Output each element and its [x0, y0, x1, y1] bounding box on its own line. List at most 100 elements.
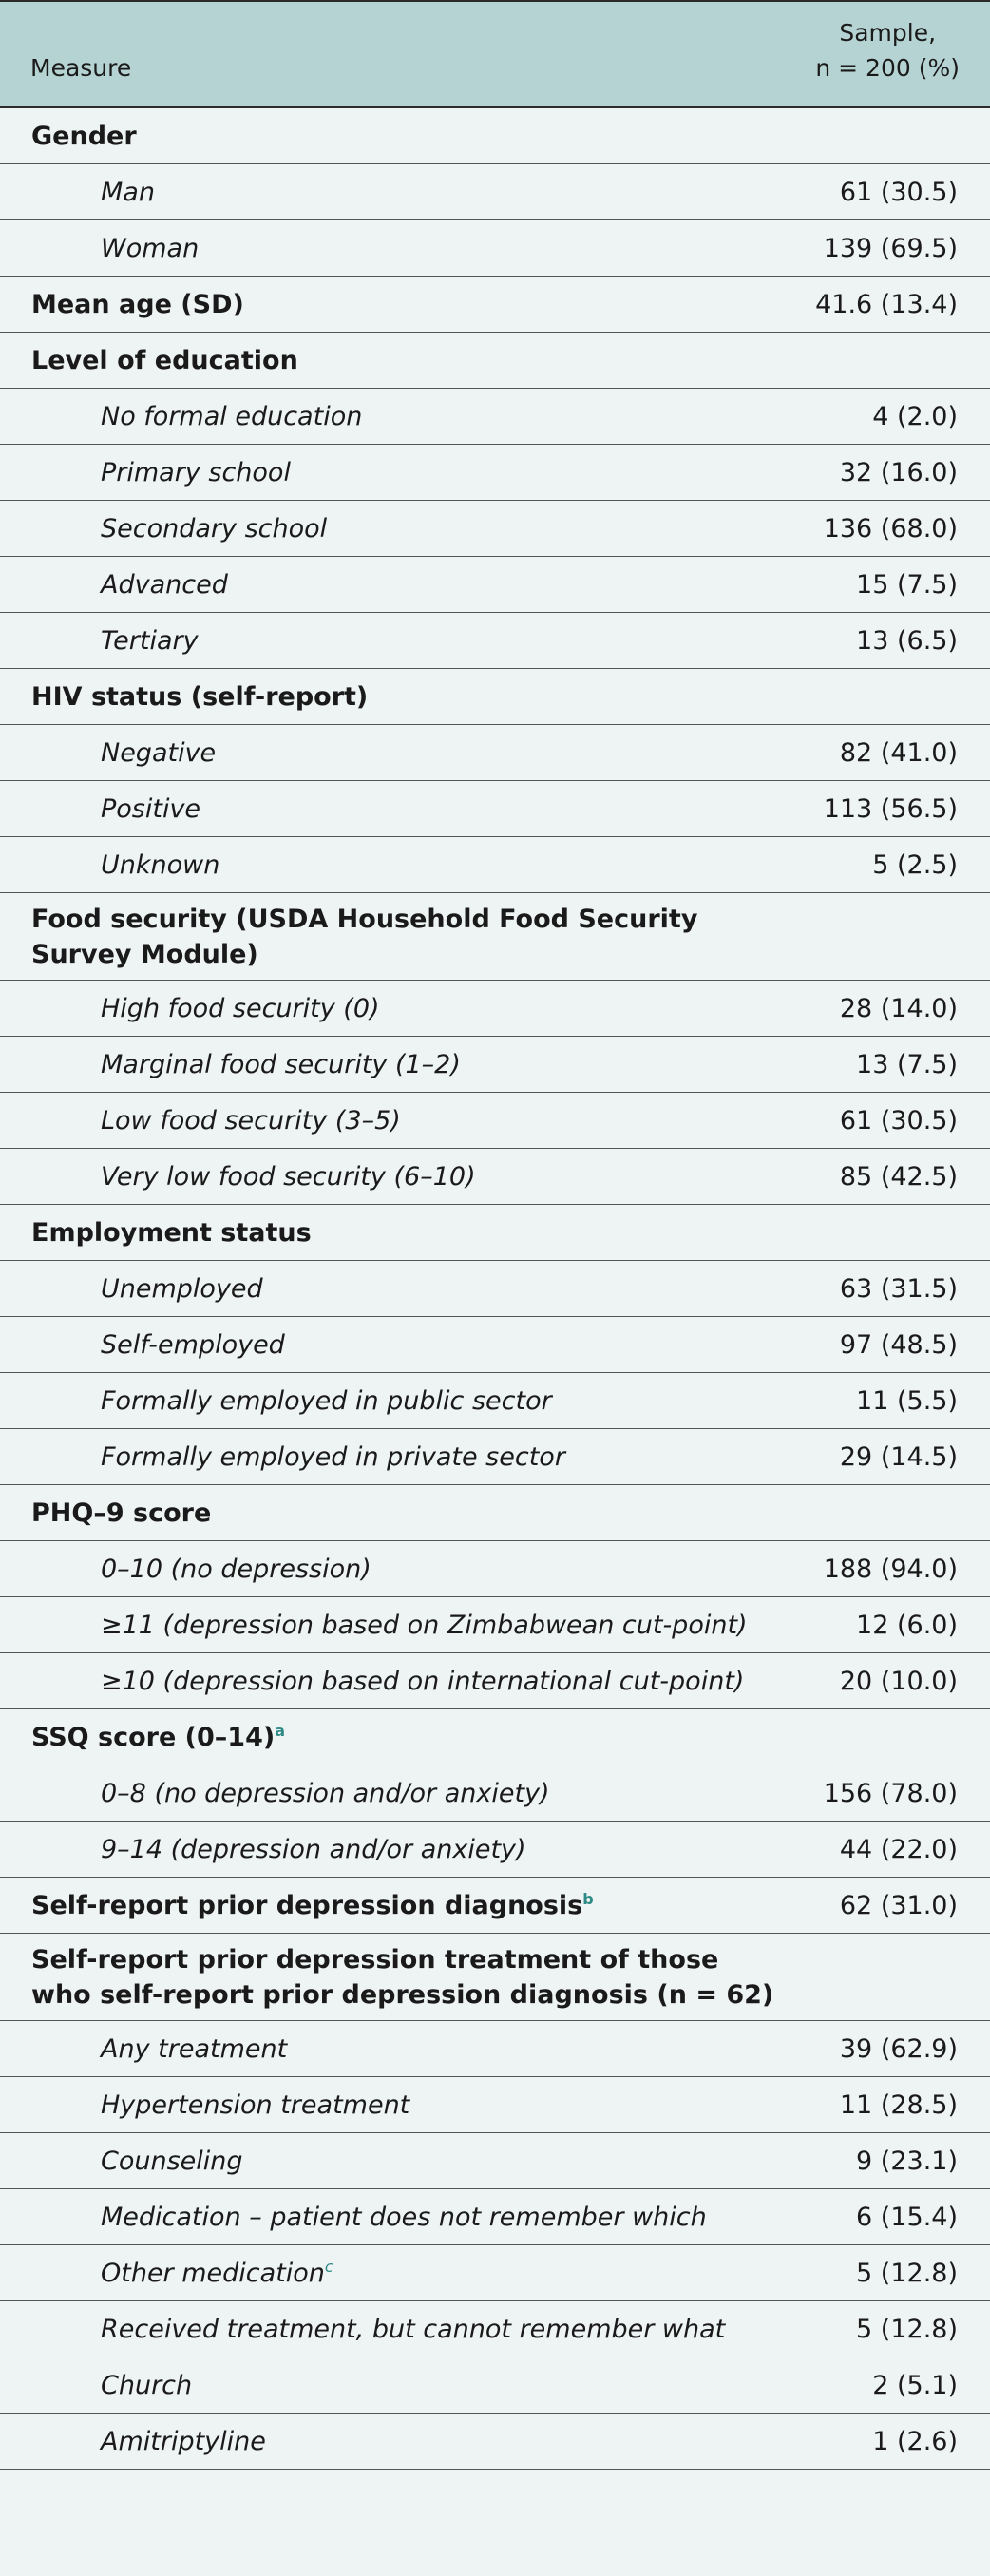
table-row: Low food security (3–5) 61 (30.5)	[0, 1093, 990, 1149]
category-row: Employment status	[0, 1205, 990, 1261]
footnote-marker: a	[275, 1721, 286, 1740]
category-row: Mean age (SD) 41.6 (13.4)	[0, 277, 990, 333]
category-row: SSQ score (0–14)a	[0, 1709, 990, 1765]
measure-column-header: Measure	[30, 54, 132, 82]
row-label: Very low food security (6–10)	[101, 1161, 476, 1192]
table-row: Church 2 (5.1)	[0, 2357, 990, 2414]
table-row: Primary school 32 (16.0)	[0, 445, 990, 501]
row-label: Any treatment	[101, 2033, 288, 2064]
row-label: SSQ score (0–14)a	[31, 1721, 286, 1752]
category-row: Level of education	[0, 333, 990, 389]
row-label: Medication – patient does not remember w…	[101, 2202, 707, 2232]
row-value: 6 (15.4)	[856, 2202, 958, 2232]
table-row: High food security (0) 28 (14.0)	[0, 981, 990, 1037]
table-row: Tertiary 13 (6.5)	[0, 613, 990, 669]
row-label: Primary school	[101, 457, 291, 487]
row-label: Received treatment, but cannot remember …	[101, 2314, 726, 2344]
row-label: Amitriptyline	[101, 2426, 266, 2456]
table-row: Marginal food security (1–2) 13 (7.5)	[0, 1037, 990, 1093]
row-label: ≥10 (depression based on international c…	[101, 1666, 745, 1696]
table-row: ≥10 (depression based on international c…	[0, 1653, 990, 1709]
row-label: High food security (0)	[101, 993, 380, 1023]
table-row: Positive 113 (56.5)	[0, 781, 990, 837]
table-row: Amitriptyline 1 (2.6)	[0, 2414, 990, 2470]
footnote-marker: b	[582, 1889, 594, 1908]
row-label: Self-report prior depression diagnosisb	[31, 1889, 594, 1920]
row-label: Secondary school	[101, 513, 328, 544]
row-value: 39 (62.9)	[839, 2033, 958, 2064]
table-row: Other medicationc 5 (12.8)	[0, 2245, 990, 2301]
demographics-table: Measure Sample, n = 200 (%) Gender Man 61 …	[0, 0, 990, 2470]
row-label: Man	[101, 177, 155, 207]
row-label: Self-employed	[101, 1329, 285, 1360]
sample-column-header: Sample, n = 200 (%)	[815, 15, 960, 86]
row-label: Self-report prior depression treatment o…	[31, 1944, 774, 2010]
row-label: Unknown	[101, 849, 220, 880]
row-label: Tertiary	[101, 625, 199, 656]
row-value: 9 (23.1)	[856, 2146, 958, 2176]
row-value: 29 (14.5)	[839, 1441, 958, 1472]
row-value: 1 (2.6)	[872, 2426, 958, 2456]
table-row: Negative 82 (41.0)	[0, 725, 990, 781]
row-label: No formal education	[101, 401, 363, 431]
table-row: Counseling 9 (23.1)	[0, 2133, 990, 2189]
row-label: Formally employed in private sector	[101, 1441, 565, 1472]
sample-header-line2: n = 200 (%)	[815, 54, 960, 82]
row-value: 12 (6.0)	[856, 1610, 958, 1640]
table-row: No formal education 4 (2.0)	[0, 389, 990, 445]
row-label: Other medicationc	[101, 2257, 333, 2288]
row-value: 5 (12.8)	[856, 2258, 958, 2288]
row-label: Employment status	[31, 1217, 312, 1248]
row-label: 9–14 (depression and/or anxiety)	[101, 1834, 526, 1864]
table-row: Received treatment, but cannot remember …	[0, 2301, 990, 2357]
table-row: Self-employed 97 (48.5)	[0, 1317, 990, 1373]
table-row: Secondary school 136 (68.0)	[0, 501, 990, 557]
row-value: 2 (5.1)	[872, 2370, 958, 2400]
row-label: Low food security (3–5)	[101, 1105, 401, 1135]
row-value: 41.6 (13.4)	[815, 289, 958, 319]
table-body: Gender Man 61 (30.5) Woman 139 (69.5) Mean ag…	[0, 108, 990, 2470]
table-row: Any treatment 39 (62.9)	[0, 2021, 990, 2077]
table-row: Hypertension treatment 11 (28.5)	[0, 2077, 990, 2133]
row-value: 136 (68.0)	[823, 513, 958, 544]
table-row: Unknown 5 (2.5)	[0, 837, 990, 893]
table-row: 0–10 (no depression) 188 (94.0)	[0, 1541, 990, 1597]
row-value: 61 (30.5)	[839, 177, 958, 207]
row-value: 82 (41.0)	[839, 737, 958, 768]
row-label: Counseling	[101, 2146, 243, 2176]
row-value: 44 (22.0)	[839, 1834, 958, 1864]
row-value: 11 (28.5)	[839, 2089, 958, 2120]
row-label: Level of education	[31, 345, 298, 375]
row-label: Negative	[101, 737, 217, 768]
row-value: 156 (78.0)	[823, 1778, 958, 1808]
table-row: Formally employed in private sector 29 (1…	[0, 1429, 990, 1485]
table-row: Formally employed in public sector 11 (5.…	[0, 1373, 990, 1429]
row-value: 15 (7.5)	[856, 569, 958, 600]
row-value: 5 (2.5)	[872, 849, 958, 880]
row-value: 113 (56.5)	[823, 793, 958, 824]
row-value: 5 (12.8)	[856, 2314, 958, 2344]
row-value: 13 (7.5)	[856, 1049, 958, 1079]
row-label: 0–8 (no depression and/or anxiety)	[101, 1778, 550, 1808]
table-row: Unemployed 63 (31.5)	[0, 1261, 990, 1317]
sample-header-line1: Sample,	[839, 19, 937, 47]
row-label: PHQ–9 score	[31, 1498, 212, 1528]
table-row: Woman 139 (69.5)	[0, 220, 990, 277]
row-value: 63 (31.5)	[839, 1273, 958, 1304]
category-row: PHQ–9 score	[0, 1485, 990, 1541]
table-header: Measure Sample, n = 200 (%)	[0, 2, 990, 108]
row-label: Marginal food security (1–2)	[101, 1049, 461, 1079]
footnote-marker: c	[324, 2257, 333, 2276]
category-row: HIV status (self-report)	[0, 669, 990, 725]
row-value: 188 (94.0)	[823, 1554, 958, 1584]
table-row: Advanced 15 (7.5)	[0, 557, 990, 613]
table-row: ≥11 (depression based on Zimbabwean cut-…	[0, 1597, 990, 1653]
table-row: 0–8 (no depression and/or anxiety) 156 (7…	[0, 1765, 990, 1822]
row-label: 0–10 (no depression)	[101, 1554, 371, 1584]
row-value: 85 (42.5)	[839, 1161, 958, 1192]
row-value: 97 (48.5)	[839, 1329, 958, 1360]
category-row: Food security (USDA Household Food Secur…	[0, 893, 990, 981]
row-label: Woman	[101, 233, 200, 263]
row-label: Formally employed in public sector	[101, 1385, 552, 1416]
row-label: Gender	[31, 121, 137, 151]
